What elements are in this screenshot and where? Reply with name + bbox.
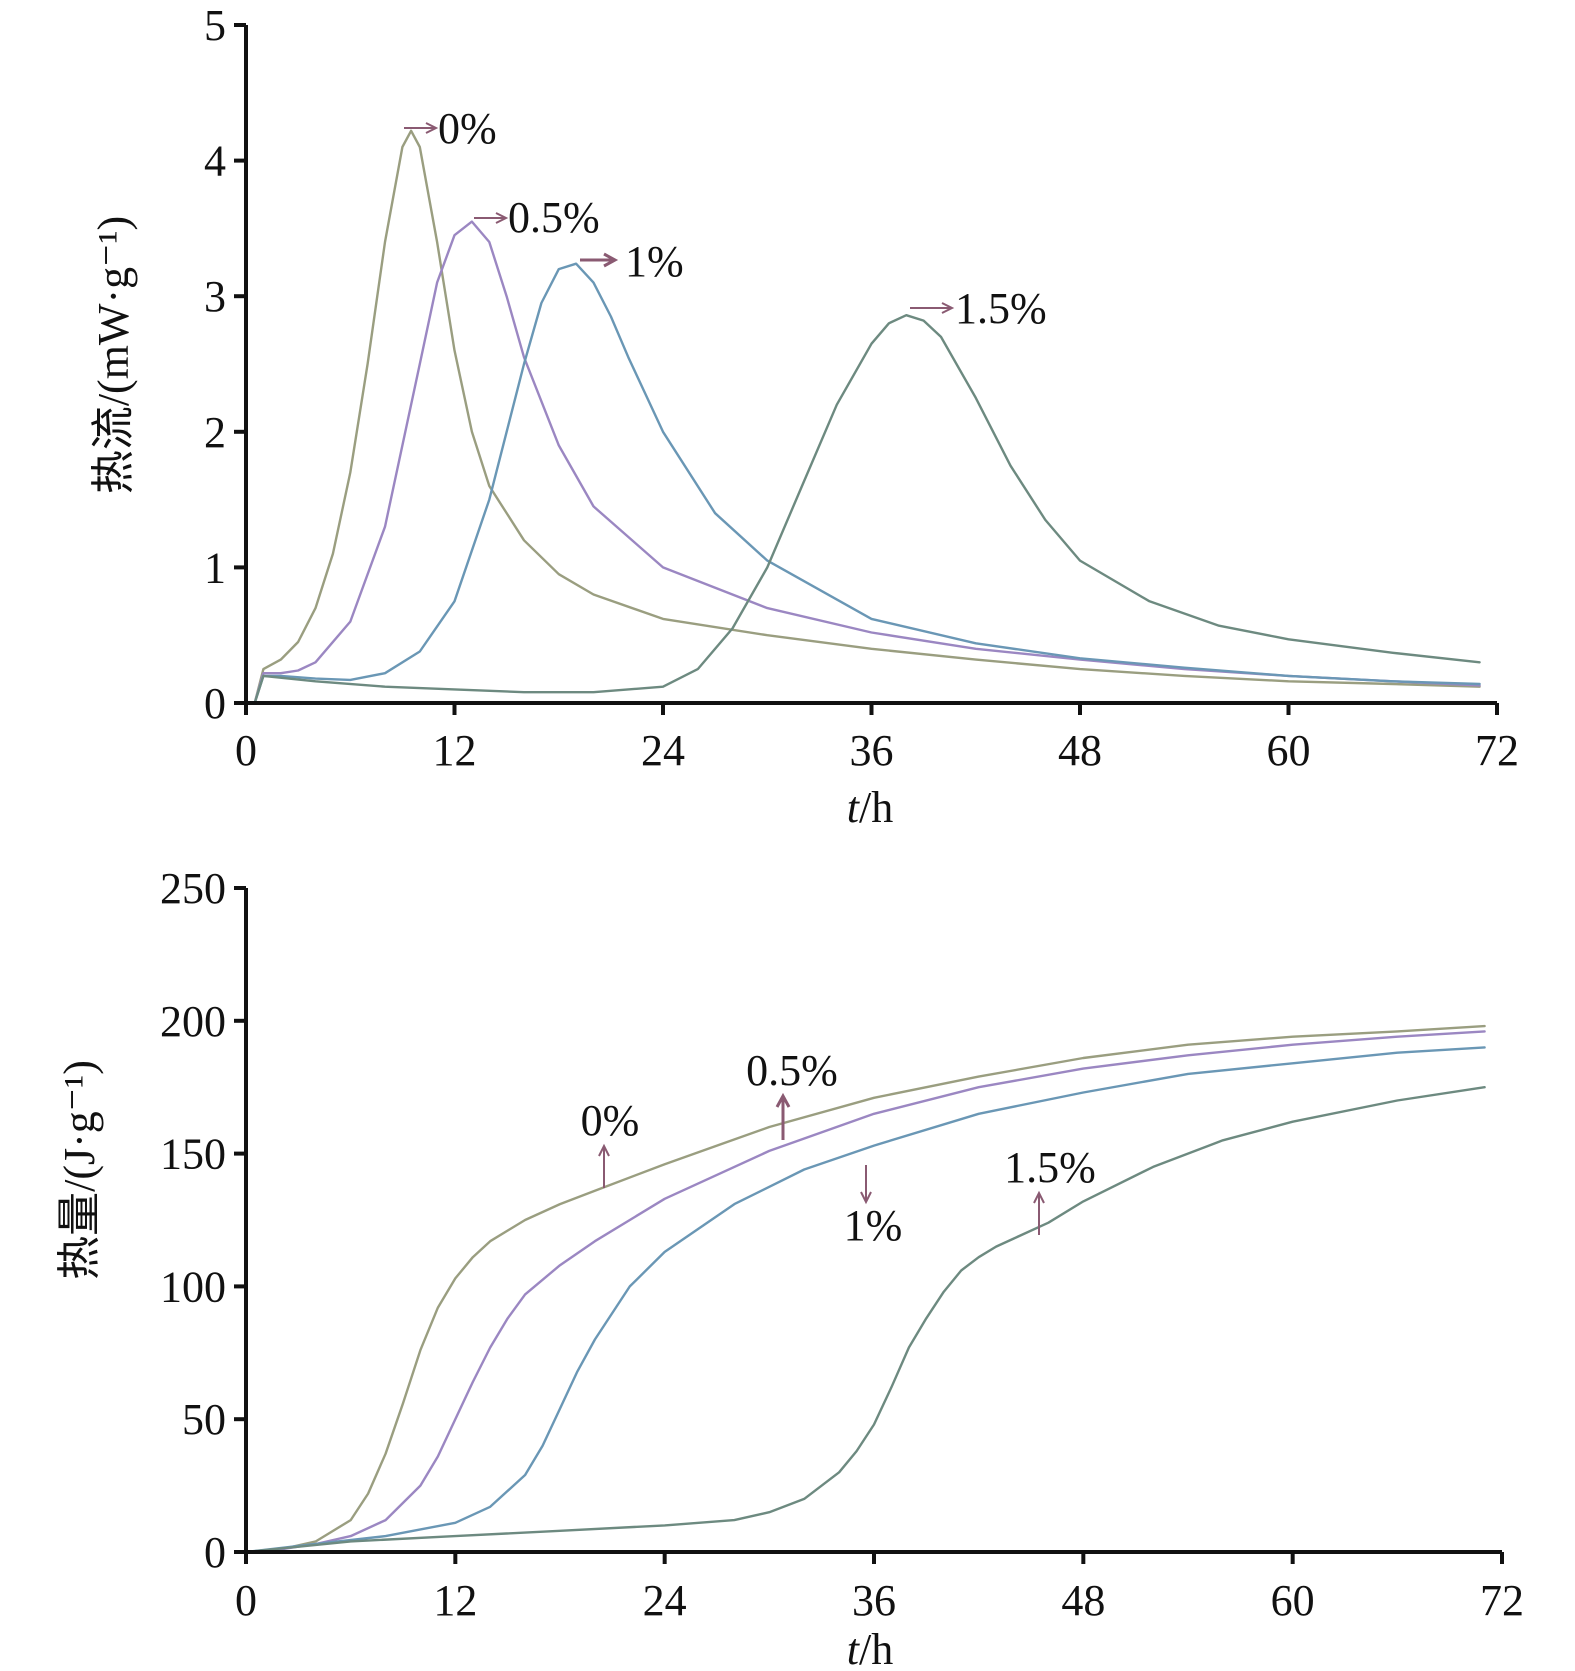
annotation-arrowhead <box>425 122 439 134</box>
x-tick-label: 24 <box>643 1576 687 1625</box>
series-line-1 <box>244 1030 1486 1554</box>
y-tick-label: 100 <box>160 1262 226 1311</box>
y-tick-label: 2 <box>204 408 226 457</box>
annotation-label: 1% <box>844 1201 903 1250</box>
annotation-arrowhead <box>598 1143 610 1157</box>
series-line-2 <box>253 262 1481 705</box>
series-line-3 <box>244 1086 1486 1554</box>
annotation-label: 0% <box>581 1096 640 1145</box>
annotation-15pct: 1.5% <box>910 284 1047 333</box>
x-tick-label: 60 <box>1271 1576 1315 1625</box>
annotation-label: 1.5% <box>955 284 1047 333</box>
annotation-label: 0.5% <box>508 193 600 242</box>
heat-quantity-series <box>244 1024 1486 1554</box>
y-tick-label: 150 <box>160 1130 226 1179</box>
y-tick-label: 3 <box>204 272 226 321</box>
annotation-05pct: 0.5% <box>746 1046 838 1140</box>
series-line-3 <box>253 314 1481 705</box>
x-axis-unit: /h <box>859 1625 893 1671</box>
series-line-0 <box>244 1024 1486 1554</box>
heat-flow-x-axis-title: t/h <box>847 783 893 832</box>
x-tick-label: 12 <box>433 726 477 775</box>
heat-quantity-y-axis-title: 热量/(J·g⁻¹) <box>55 1060 104 1280</box>
annotation-arrowhead <box>941 302 955 314</box>
heat-flow-y-tick-labels: 0 1 2 3 4 5 <box>204 1 226 728</box>
annotation-0pct: 0% <box>581 1096 640 1188</box>
annotation-arrowhead <box>495 212 509 224</box>
series-line-1 <box>253 220 1481 705</box>
heat-quantity-axes <box>234 886 1504 1564</box>
annotation-15pct: 1.5% <box>1004 1143 1096 1235</box>
x-tick-label: 36 <box>850 726 894 775</box>
series-line-2 <box>244 1046 1486 1554</box>
annotation-label: 0% <box>438 104 497 153</box>
x-tick-label: 48 <box>1058 726 1102 775</box>
y-tick-label: 0 <box>204 679 226 728</box>
x-tick-label: 12 <box>433 1576 477 1625</box>
annotation-05pct: 0.5% <box>474 193 600 242</box>
x-tick-label: 36 <box>852 1576 896 1625</box>
x-axis-variable: t <box>847 783 861 832</box>
annotation-0pct: 0% <box>404 104 497 153</box>
annotation-arrowhead <box>603 252 619 268</box>
heat-flow-chart: 0 1 2 3 4 5 0 12 24 36 48 60 72 t/h 热流/(… <box>89 1 1519 832</box>
heat-quantity-annotations: 0% 0.5% 1% 1.5% <box>581 1046 1096 1250</box>
y-tick-label: 5 <box>204 1 226 50</box>
y-tick-label: 200 <box>160 997 226 1046</box>
series-line-0 <box>253 129 1481 705</box>
heat-flow-annotations: 0% 0.5% 1% 1.5% <box>404 104 1047 333</box>
x-tick-label: 24 <box>641 726 685 775</box>
y-tick-label: 250 <box>160 864 226 913</box>
heat-flow-series <box>253 129 1481 705</box>
x-tick-label: 60 <box>1267 726 1311 775</box>
annotation-arrowhead <box>1033 1190 1045 1204</box>
heat-quantity-x-tick-labels: 0 12 24 36 48 60 72 <box>235 1576 1524 1625</box>
y-tick-label: 0 <box>204 1528 226 1577</box>
heat-quantity-y-tick-labels: 0 50 100 150 200 250 <box>160 864 226 1577</box>
y-tick-label: 4 <box>204 137 226 186</box>
annotation-label: 1% <box>625 237 684 286</box>
y-tick-label: 50 <box>182 1395 226 1444</box>
x-tick-label: 0 <box>235 726 257 775</box>
x-axis-unit: /h <box>859 783 893 832</box>
annotation-arrowhead <box>860 1191 872 1205</box>
annotation-label: 1.5% <box>1004 1143 1096 1192</box>
heat-quantity-x-axis-title: t/h <box>847 1625 893 1671</box>
annotation-1pct: 1% <box>580 237 684 286</box>
heat-flow-axes <box>234 23 1499 715</box>
x-tick-label: 0 <box>235 1576 257 1625</box>
y-tick-label: 1 <box>204 543 226 592</box>
heat-quantity-chart: 0 50 100 150 200 250 0 12 24 36 48 60 72… <box>55 864 1524 1671</box>
annotation-arrowhead <box>775 1092 791 1108</box>
x-tick-label: 48 <box>1061 1576 1105 1625</box>
heat-flow-x-tick-labels: 0 12 24 36 48 60 72 <box>235 726 1519 775</box>
heat-flow-y-axis-title: 热流/(mW·g⁻¹) <box>89 216 138 494</box>
x-axis-variable: t <box>847 1625 861 1671</box>
annotation-label: 0.5% <box>746 1046 838 1095</box>
x-tick-label: 72 <box>1475 726 1519 775</box>
annotation-1pct: 1% <box>844 1165 903 1250</box>
x-tick-label: 72 <box>1480 1576 1524 1625</box>
